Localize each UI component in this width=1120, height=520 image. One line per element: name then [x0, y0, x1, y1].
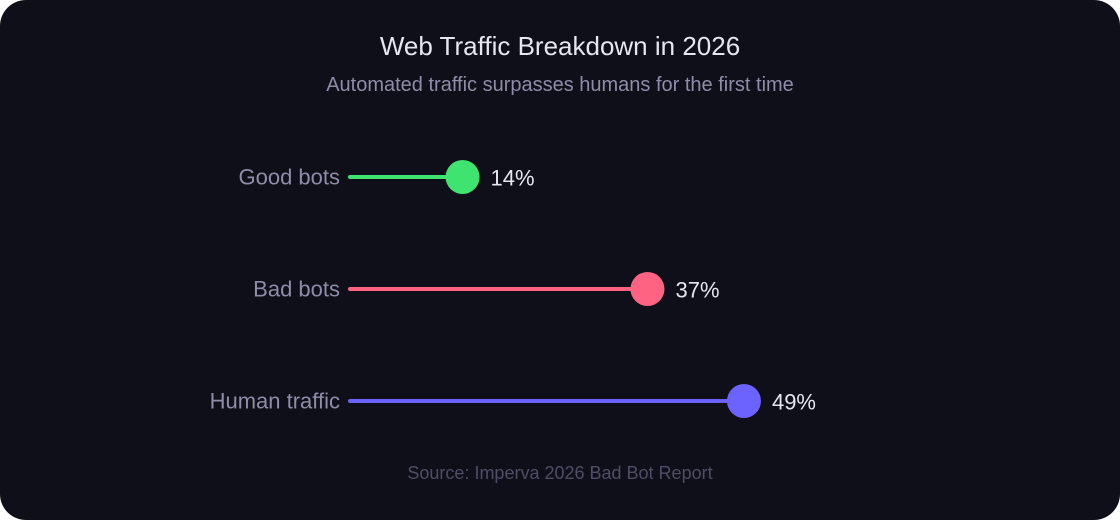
- category-label-good-bots: Good bots: [238, 165, 340, 190]
- lollipop-dot-good-bots: [445, 160, 480, 194]
- category-label-bad-bots: Bad bots: [253, 277, 340, 302]
- category-label-human-traffic: Human traffic: [210, 389, 340, 414]
- value-label-bad-bots: 37%: [675, 278, 719, 303]
- chart-title: Web Traffic Breakdown in 2026: [379, 31, 741, 61]
- chart-source: Source: Imperva 2026 Bad Bot Report: [407, 463, 713, 483]
- lollipop-dot-bad-bots: [630, 272, 665, 306]
- value-label-good-bots: 14%: [491, 166, 535, 191]
- chart-subtitle: Automated traffic surpasses humans for t…: [326, 74, 794, 96]
- value-label-human-traffic: 49%: [772, 390, 816, 415]
- lollipop-dot-human-traffic: [726, 384, 761, 418]
